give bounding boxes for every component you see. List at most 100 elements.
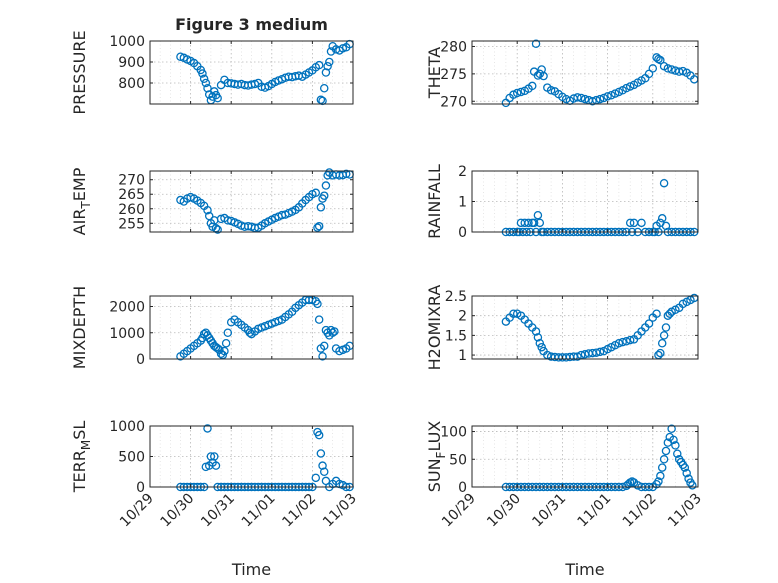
data-point	[220, 346, 229, 356]
data-point	[319, 341, 329, 351]
x-tick-label: 10/30	[158, 491, 198, 531]
x-tick-label: 11/03	[665, 491, 705, 531]
y-tick-label: 500	[118, 450, 145, 466]
data-point	[323, 61, 332, 71]
data-point	[524, 218, 533, 228]
y-tick-label: 0	[458, 225, 467, 241]
data-point	[516, 87, 526, 97]
data-point	[206, 452, 216, 461]
y-tick-label: 800	[118, 76, 145, 92]
data-point	[614, 338, 624, 348]
data-point	[316, 95, 326, 105]
data-point	[330, 327, 339, 336]
data-point	[652, 309, 661, 318]
y-axis-label: THETA	[425, 47, 444, 99]
axes-box	[149, 40, 354, 105]
data-point	[657, 463, 667, 472]
data-point	[657, 338, 667, 348]
data-point	[671, 441, 680, 450]
y-axis-label: MIXDEPTH	[70, 286, 89, 369]
data-point	[537, 342, 546, 352]
data-point	[595, 94, 605, 104]
data-point	[533, 333, 543, 342]
axes-box	[149, 170, 354, 233]
data-point	[667, 424, 676, 434]
data-point	[648, 64, 658, 73]
x-tick-label: 10/31	[529, 491, 569, 531]
data-point	[669, 435, 678, 445]
y-tick-label: 2000	[109, 300, 145, 316]
data-point	[595, 347, 605, 357]
y-tick-label: 1000	[109, 419, 145, 435]
y-tick-label: 265	[118, 187, 145, 203]
data-point	[535, 218, 545, 228]
data-point	[199, 74, 209, 84]
data-point	[682, 468, 691, 478]
data-point	[198, 69, 207, 78]
x-tick-label: 10/29	[439, 491, 479, 531]
x-tick-label: 11/02	[279, 491, 319, 531]
data-point	[539, 71, 548, 81]
data-point	[673, 449, 682, 458]
data-point	[328, 328, 337, 337]
x-axis-label: Time	[564, 560, 604, 579]
data-point	[201, 78, 211, 88]
data-point	[535, 338, 545, 348]
data-point	[618, 337, 627, 347]
axes-box	[471, 425, 699, 488]
data-point	[216, 80, 226, 90]
data-point	[311, 188, 321, 198]
x-tick-label: 11/03	[320, 491, 360, 531]
data-point	[318, 352, 327, 361]
data-point	[531, 327, 541, 336]
subplot-terr-msl: 0 500 1000 10/29 10/30 10/31 11/01 11/02 11/03 Ti…	[70, 419, 360, 579]
data-point	[667, 65, 676, 74]
data-point	[656, 55, 665, 65]
data-point	[659, 331, 669, 340]
data-point	[325, 57, 334, 67]
y-axis-label: H2OMIXRA	[425, 285, 444, 371]
subplot-rainfall: 0 1 2 RAINFALL	[425, 164, 699, 241]
data-point	[663, 64, 673, 73]
data-point	[311, 473, 321, 483]
y-tick-label: 270	[440, 94, 467, 110]
data-point	[531, 39, 541, 48]
y-tick-label: 1	[458, 195, 467, 211]
data-point	[318, 461, 327, 470]
y-axis-label: PRESSURE	[70, 30, 89, 114]
y-tick-label: 280	[440, 39, 467, 55]
data-point	[656, 348, 665, 358]
data-point	[319, 191, 329, 200]
data-point	[316, 449, 326, 458]
data-point	[622, 337, 631, 346]
data-point	[203, 205, 212, 215]
data-point	[625, 335, 635, 345]
data-point	[573, 93, 582, 102]
data-point	[637, 218, 646, 228]
data-point	[680, 463, 690, 472]
data-point	[341, 169, 351, 179]
y-tick-label: 2	[458, 309, 467, 325]
data-point	[688, 481, 697, 490]
y-tick-label: 0	[458, 480, 467, 496]
data-point	[321, 181, 331, 190]
x-tick-label: 10/31	[198, 491, 238, 531]
data-point	[210, 452, 219, 461]
data-point	[316, 203, 326, 212]
y-tick-label: 100	[440, 425, 467, 441]
axes-box	[471, 40, 699, 105]
y-axis-label: RAINFALL	[425, 164, 444, 239]
y-tick-label: 2	[458, 164, 467, 180]
data-point	[665, 309, 675, 318]
y-tick-label: 900	[118, 55, 145, 71]
x-axis-label: Time	[231, 560, 271, 579]
data-point	[644, 319, 654, 328]
data-point	[603, 92, 612, 101]
data-point	[533, 210, 543, 220]
data-point	[512, 88, 522, 98]
data-point	[203, 424, 212, 433]
data-point	[659, 455, 669, 464]
data-point	[588, 97, 597, 106]
data-point	[313, 223, 322, 232]
